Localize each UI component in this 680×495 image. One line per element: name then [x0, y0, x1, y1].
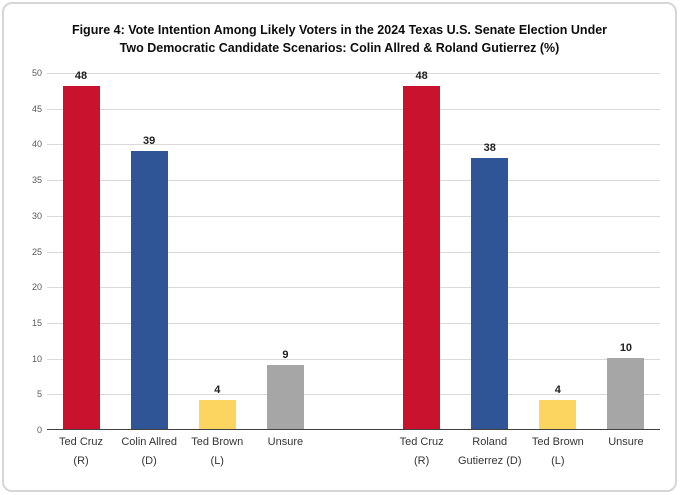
category-label-line: (D) — [141, 455, 157, 467]
bar-unsure-scenario-2-category-label: Unsure — [577, 433, 675, 452]
bar-ted-brown-scenario-1-value-label: 4 — [214, 384, 221, 397]
bar-unsure-scenario-1-category-label: Unsure — [236, 433, 334, 452]
category-label-line: (R) — [73, 455, 89, 467]
y-axis-tick-label: 15 — [31, 317, 42, 328]
y-axis-tick-label: 20 — [31, 282, 42, 293]
bar-ted-cruz-scenario-1 — [62, 86, 100, 429]
bar-unsure-scenario-2-value-label: 10 — [619, 341, 633, 354]
category-label-line: Ted Brown — [191, 436, 244, 448]
bar-roland-gutierrez-scenario-2-value-label: 38 — [483, 141, 496, 154]
y-axis-tick-label: 40 — [31, 139, 42, 150]
y-axis-tick-label: 25 — [31, 246, 42, 257]
bar-colin-allred-scenario-1 — [130, 150, 168, 429]
y-axis-tick-label: 30 — [31, 210, 42, 221]
category-label-line: Colin Allred — [121, 436, 177, 448]
gridline — [47, 358, 660, 360]
bar-ted-brown-scenario-2-value-label: 4 — [554, 384, 561, 397]
bar-ted-brown-scenario-1 — [198, 400, 236, 429]
bar-ted-cruz-scenario-2 — [403, 86, 441, 429]
bar-ted-brown-scenario-2-category-label: Ted Brown (L) — [509, 433, 607, 471]
bar-unsure-scenario-1-value-label: 9 — [282, 348, 289, 361]
gridline — [47, 322, 660, 324]
bar-ted-brown-scenario-2 — [539, 400, 577, 429]
x-axis-line — [47, 429, 660, 430]
figure-title-line-1: Figure 4: Vote Intention Among Likely Vo… — [71, 23, 608, 37]
bar-colin-allred-scenario-1-category-label: Colin Allred (D) — [100, 433, 198, 471]
gridline — [47, 394, 660, 396]
gridline — [47, 180, 660, 182]
figure-title-line-2: Two Democratic Candidate Scenarios: Coli… — [119, 41, 560, 55]
category-label-line: Roland — [472, 436, 508, 448]
bar-colin-allred-scenario-1-value-label: 39 — [143, 134, 156, 147]
bar-ted-cruz-scenario-2-value-label: 48 — [415, 70, 428, 83]
category-label-line: (R) — [413, 455, 430, 467]
gridline — [47, 251, 660, 253]
y-axis-tick-label: 50 — [31, 68, 42, 78]
category-label-line: Ted Cruz — [399, 436, 444, 448]
gridline — [47, 215, 660, 217]
bar-roland-gutierrez-scenario-2 — [471, 157, 509, 429]
bar-ted-cruz-scenario-1-value-label: 48 — [74, 70, 88, 83]
y-axis-tick-label: 35 — [31, 175, 42, 186]
category-label-line: (L) — [210, 455, 224, 467]
y-axis-tick-label: 10 — [31, 353, 42, 364]
category-label-line: Unsure — [267, 436, 304, 448]
gridline — [47, 73, 660, 74]
bar-unsure-scenario-2 — [607, 357, 645, 429]
category-label-line: Ted Cruz — [59, 436, 104, 448]
category-label-line: Ted Brown — [531, 436, 584, 448]
plot-area: 48 39 4 9 48 38 4 10 — [47, 70, 660, 430]
bar-unsure-scenario-1 — [266, 364, 304, 429]
gridline — [47, 287, 660, 289]
bar-roland-gutierrez-scenario-2-category-label: Roland Gutierrez (D) — [441, 433, 539, 471]
bar-ted-cruz-scenario-2-category-label: Ted Cruz (R) — [373, 433, 471, 471]
y-axis-tick-label: 0 — [36, 425, 42, 435]
bar-ted-cruz-scenario-1-category-label: Ted Cruz (R) — [32, 433, 130, 471]
figure-title: Figure 4: Vote Intention Among Likely Vo… — [4, 21, 675, 57]
y-axis-tick-label: 45 — [31, 103, 42, 114]
bar-ted-brown-scenario-1-category-label: Ted Brown (L) — [168, 433, 266, 471]
category-label-line: Gutierrez (D) — [457, 455, 522, 467]
category-label-line: Unsure — [608, 436, 644, 448]
y-axis-tick-label: 5 — [36, 389, 42, 400]
category-label-line: (L) — [551, 455, 565, 467]
gridline — [47, 108, 660, 110]
gridline — [47, 144, 660, 146]
